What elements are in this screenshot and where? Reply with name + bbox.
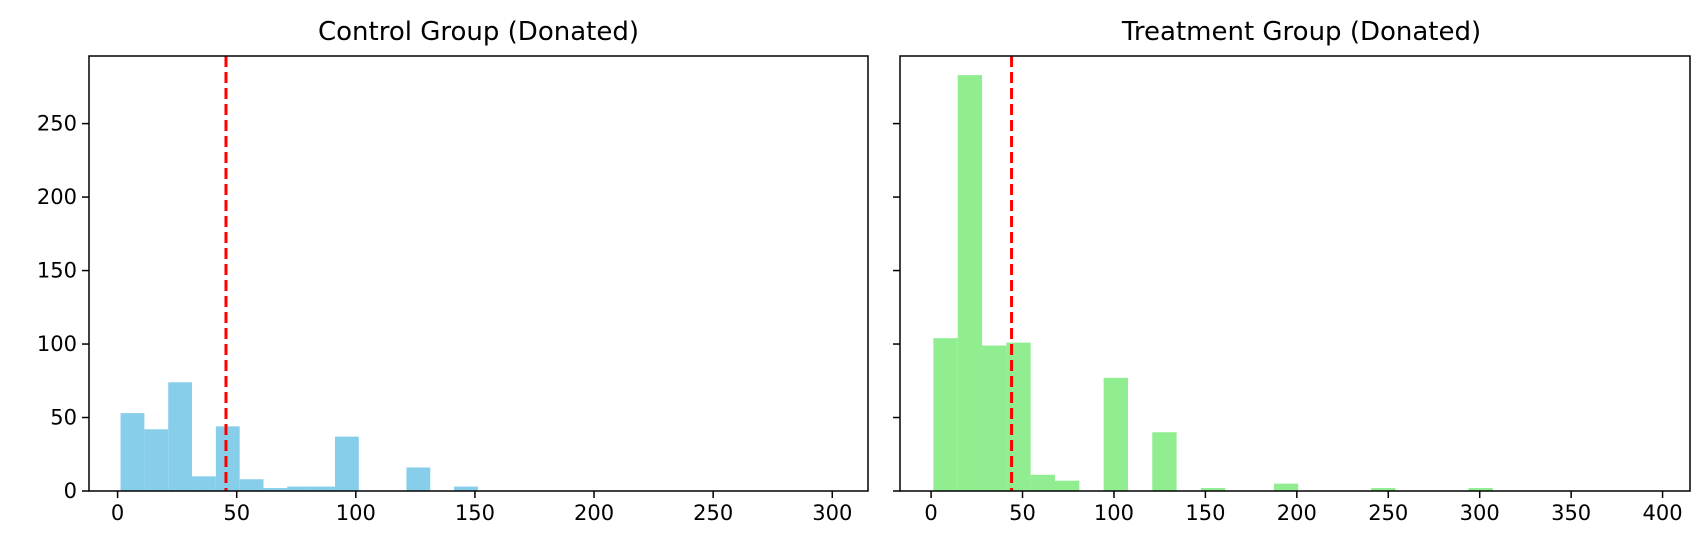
control-group-bar-6	[263, 488, 288, 491]
control-group-y-tick-label-250: 250	[37, 112, 77, 136]
control-group-axes-frame	[88, 55, 869, 492]
control-group-title: Control Group (Donated)	[318, 17, 639, 47]
treatment-group-bar-3	[1006, 342, 1031, 491]
control-group-panel: Control Group (Donated) 0 50 100 150 200 250 3…	[37, 17, 869, 525]
treatment-group-x-tick-label-50: 50	[1009, 501, 1036, 525]
control-group-bar-0	[120, 413, 145, 491]
control-group-y-tick-label-0: 0	[64, 479, 77, 503]
treatment-group-bars	[933, 75, 1493, 491]
control-group-bar-3	[192, 476, 216, 491]
control-group-x-tick-label-200: 200	[574, 501, 614, 525]
control-group-x-tick-label-250: 250	[693, 501, 733, 525]
control-group-x-tick-label-300: 300	[812, 501, 852, 525]
treatment-group-title: Treatment Group (Donated)	[1121, 17, 1481, 47]
treatment-group-bar-6	[1103, 377, 1128, 491]
treatment-group-x-tick-label-250: 250	[1368, 501, 1408, 525]
treatment-group-bar-9	[1273, 483, 1299, 491]
control-group-bar-10	[406, 467, 431, 491]
treatment-group-bar-5	[1054, 480, 1080, 491]
control-group-x-tick-label-50: 50	[223, 501, 250, 525]
treatment-group-x-tick-label-0: 0	[924, 501, 937, 525]
treatment-group-bar-2	[982, 345, 1007, 491]
control-group-x-tick-label-0: 0	[111, 501, 124, 525]
treatment-group-x-axis: 0 50 100 150 200 250 300 350 400	[924, 491, 1683, 525]
treatment-group-bar-0	[933, 338, 958, 491]
control-group-y-axis: 0 50 100 150 200 250	[37, 112, 89, 503]
control-group-y-tick-label-100: 100	[37, 332, 77, 356]
treatment-group-x-tick-label-150: 150	[1185, 501, 1225, 525]
control-group-x-tick-label-150: 150	[455, 501, 495, 525]
control-group-bar-2	[168, 382, 193, 491]
treatment-group-bar-7	[1152, 432, 1177, 491]
treatment-group-panel: Treatment Group (Donated) 0 50 100 150 200 25…	[893, 17, 1691, 525]
treatment-group-x-tick-label-350: 350	[1551, 501, 1591, 525]
treatment-group-bar-1	[957, 75, 983, 491]
control-group-x-axis: 0 50 100 150 200 250 300	[111, 491, 852, 525]
control-group-bar-8	[311, 486, 335, 491]
treatment-group-bar-10	[1371, 488, 1396, 491]
control-group-y-tick-label-50: 50	[50, 406, 77, 430]
treatment-group-bar-8	[1200, 488, 1226, 491]
control-group-bars	[120, 382, 478, 492]
treatment-group-axes-frame	[899, 55, 1691, 492]
treatment-group-x-tick-label-100: 100	[1094, 501, 1134, 525]
treatment-group-x-tick-label-200: 200	[1277, 501, 1317, 525]
treatment-group-x-tick-label-400: 400	[1643, 501, 1683, 525]
treatment-group-bar-11	[1468, 488, 1493, 491]
control-group-bar-5	[239, 479, 264, 491]
control-group-y-tick-label-200: 200	[37, 185, 77, 209]
treatment-group-x-tick-label-300: 300	[1460, 501, 1500, 525]
control-group-bar-1	[144, 429, 169, 491]
control-group-x-tick-label-100: 100	[336, 501, 376, 525]
treatment-group-y-axis	[893, 122, 900, 492]
control-group-bar-4	[215, 426, 240, 491]
control-group-bar-9	[334, 436, 359, 492]
control-group-bar-7	[287, 486, 312, 491]
control-group-bar-11	[454, 486, 478, 491]
control-group-y-tick-label-150: 150	[37, 259, 77, 283]
treatment-group-bar-4	[1030, 474, 1055, 491]
